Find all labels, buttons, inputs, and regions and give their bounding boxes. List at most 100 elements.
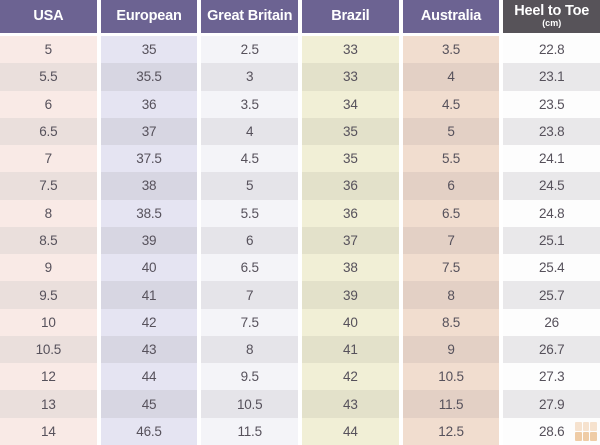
column-header: Heel to Toe (cm) bbox=[503, 0, 600, 33]
column-cells: 3.5 4 4.5 5 5.5 6 6.5 7 7.5 8 8.5 9 10.5 11.5 12.5 bbox=[402, 36, 500, 445]
column-header: Great Britain bbox=[201, 0, 299, 33]
column-header: Brazil bbox=[302, 0, 399, 33]
table-column: European 35 35.5 36 37 37.5 38 38.5 39 40 41 42 43 4… bbox=[100, 0, 198, 445]
table-cell: 46.5 bbox=[100, 417, 198, 445]
column-header: USA bbox=[0, 0, 97, 33]
table-cell: 4.5 bbox=[402, 90, 500, 118]
table-column: USA 5 5.5 6 6.5 7 7.5 8 8.5 9 9.5 10 10.5 12 13 14 bbox=[0, 0, 97, 445]
table-cell: 40 bbox=[302, 308, 399, 336]
table-cell: 23.8 bbox=[503, 117, 600, 146]
table-cell: 33 bbox=[302, 36, 399, 64]
table-cell: 35.5 bbox=[100, 63, 198, 91]
table-cell: 10 bbox=[0, 308, 97, 336]
table-cell: 42 bbox=[100, 308, 198, 336]
table-cell: 39 bbox=[302, 281, 399, 309]
column-cells: 22.8 23.1 23.5 23.8 24.1 24.5 24.8 25.1 25.4 25.7… bbox=[503, 36, 600, 445]
table-cell: 7.5 bbox=[0, 172, 97, 200]
column-cells: 5 5.5 6 6.5 7 7.5 8 8.5 9 9.5 10 10.5 12 13 14 bbox=[0, 36, 97, 445]
column-header-label: Heel to Toe bbox=[514, 3, 590, 20]
table-cell: 5.5 bbox=[201, 199, 299, 227]
table-column: Australia 3.5 4 4.5 5 5.5 6 6.5 7 7.5 8 8.5 9 10.5 11… bbox=[402, 0, 500, 445]
table-cell: 9.5 bbox=[0, 281, 97, 309]
table-cell: 26 bbox=[503, 308, 600, 336]
table-cell: 6 bbox=[201, 226, 299, 255]
table-cell: 5 bbox=[402, 117, 500, 146]
table-cell: 5.5 bbox=[402, 145, 500, 173]
table-cell: 24.1 bbox=[503, 145, 600, 173]
table-cell: 26.7 bbox=[503, 335, 600, 364]
table-cell: 41 bbox=[100, 281, 198, 309]
table-cell: 12 bbox=[0, 363, 97, 391]
table-cell: 7.5 bbox=[402, 254, 500, 282]
table-cell: 38.5 bbox=[100, 199, 198, 227]
table-cell: 40 bbox=[100, 254, 198, 282]
table-cell: 8.5 bbox=[402, 308, 500, 336]
table-cell: 10.5 bbox=[201, 390, 299, 418]
table-cell: 11.5 bbox=[402, 390, 500, 418]
table-cell: 38 bbox=[302, 254, 399, 282]
table-cell: 23.1 bbox=[503, 63, 600, 91]
table-cell: 5.5 bbox=[0, 63, 97, 91]
table-cell: 11.5 bbox=[201, 417, 299, 445]
table-cell: 27.3 bbox=[503, 363, 600, 391]
table-cell: 35 bbox=[100, 36, 198, 64]
table-cell: 6 bbox=[402, 172, 500, 200]
table-cell: 25.7 bbox=[503, 281, 600, 309]
column-header-label: Brazil bbox=[331, 7, 370, 24]
table-cell: 45 bbox=[100, 390, 198, 418]
table-cell: 7 bbox=[402, 226, 500, 255]
table-cell: 37.5 bbox=[100, 145, 198, 173]
table-cell: 8 bbox=[201, 335, 299, 364]
table-cell: 10.5 bbox=[0, 335, 97, 364]
column-cells: 33 33 34 35 35 36 36 37 38 39 40 41 42 43 44 bbox=[302, 36, 399, 445]
table-cell: 36 bbox=[302, 172, 399, 200]
table-column: Brazil 33 33 34 35 35 36 36 37 38 39 40 41 42 43 44 bbox=[302, 0, 399, 445]
table-column: Great Britain 2.5 3 3.5 4 4.5 5 5.5 6 6.5 7 7.5 8 9.… bbox=[201, 0, 299, 445]
table-cell: 2.5 bbox=[201, 36, 299, 64]
table-cell: 4 bbox=[402, 63, 500, 91]
column-header: European bbox=[100, 0, 198, 33]
table-cell: 33 bbox=[302, 63, 399, 91]
table-column: Heel to Toe (cm) 22.8 23.1 23.5 23.8 24.1 24.… bbox=[503, 0, 600, 445]
table-cell: 37 bbox=[100, 117, 198, 146]
table-cell: 36 bbox=[100, 90, 198, 118]
table-cell: 9.5 bbox=[201, 363, 299, 391]
table-cell: 3.5 bbox=[402, 36, 500, 64]
table-cell: 36 bbox=[302, 199, 399, 227]
table-cell: 3 bbox=[201, 63, 299, 91]
table-cell: 24.5 bbox=[503, 172, 600, 200]
table-cell: 44 bbox=[302, 417, 399, 445]
table-cell: 25.4 bbox=[503, 254, 600, 282]
table-cell: 23.5 bbox=[503, 90, 600, 118]
column-header: Australia bbox=[402, 0, 500, 33]
table-cell: 25.1 bbox=[503, 226, 600, 255]
table-cell: 5 bbox=[0, 36, 97, 64]
table-cell: 10.5 bbox=[402, 363, 500, 391]
table-cell: 4 bbox=[201, 117, 299, 146]
column-cells: 35 35.5 36 37 37.5 38 38.5 39 40 41 42 43 44 45 46.5 bbox=[100, 36, 198, 445]
table-cell: 14 bbox=[0, 417, 97, 445]
column-header-label: Great Britain bbox=[207, 7, 293, 24]
table-cell: 7 bbox=[0, 145, 97, 173]
table-cell: 7 bbox=[201, 281, 299, 309]
table-cell: 4.5 bbox=[201, 145, 299, 173]
table-cell: 9 bbox=[0, 254, 97, 282]
table-cell: 22.8 bbox=[503, 36, 600, 64]
table-cell: 13 bbox=[0, 390, 97, 418]
table-cell: 42 bbox=[302, 363, 399, 391]
table-cell: 8.5 bbox=[0, 226, 97, 255]
table-cell: 8 bbox=[402, 281, 500, 309]
column-header-sublabel: (cm) bbox=[542, 18, 562, 29]
table-cell: 6 bbox=[0, 90, 97, 118]
table-cell: 7.5 bbox=[201, 308, 299, 336]
column-cells: 2.5 3 3.5 4 4.5 5 5.5 6 6.5 7 7.5 8 9.5 10.5 11.5 bbox=[201, 36, 299, 445]
table-cell: 3.5 bbox=[201, 90, 299, 118]
table-cell: 38 bbox=[100, 172, 198, 200]
table-cell: 43 bbox=[100, 335, 198, 364]
table-cell: 6.5 bbox=[201, 254, 299, 282]
table-cell: 41 bbox=[302, 335, 399, 364]
table-cell: 27.9 bbox=[503, 390, 600, 418]
table-cell: 39 bbox=[100, 226, 198, 255]
table-cell: 35 bbox=[302, 145, 399, 173]
